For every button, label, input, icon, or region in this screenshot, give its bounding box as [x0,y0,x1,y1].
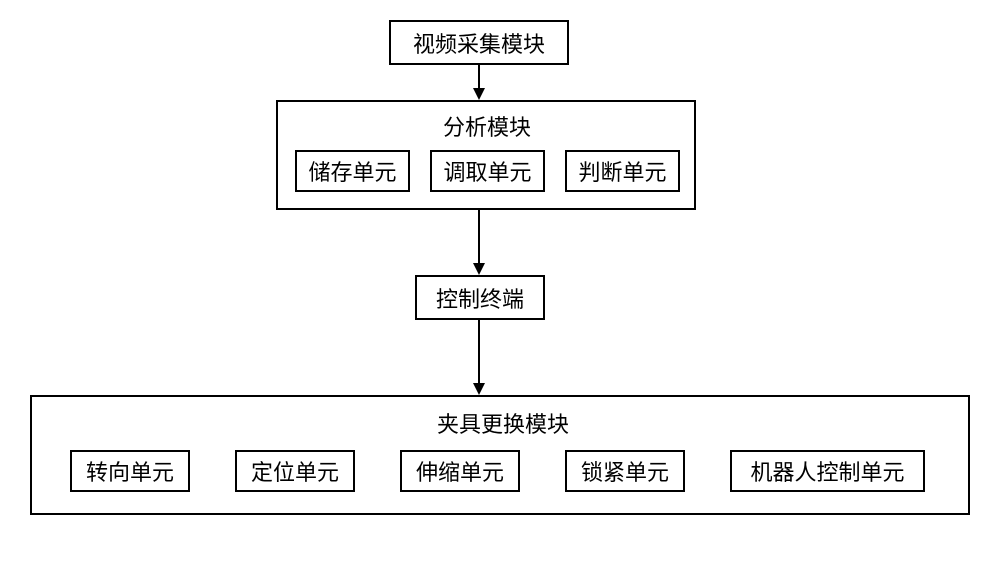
edge-2-head [473,263,485,275]
node-judge-label: 判断单元 [578,155,666,187]
edge-2-line [478,210,480,265]
node-locking-label: 锁紧单元 [581,455,669,487]
node-judge: 判断单元 [565,150,680,192]
node-analysis-label: 分析模块 [443,110,531,142]
edge-1-line [478,65,480,90]
node-positioning-label: 定位单元 [251,455,339,487]
edge-3-head [473,383,485,395]
node-telescopic: 伸缩单元 [400,450,520,492]
node-fixture-change-label: 夹具更换模块 [437,407,569,439]
node-storage-label: 储存单元 [308,155,396,187]
edge-3-line [478,320,480,385]
node-positioning: 定位单元 [235,450,355,492]
node-robot-control-label: 机器人控制单元 [750,455,904,487]
edge-1-head [473,88,485,100]
node-video-capture: 视频采集模块 [389,20,569,65]
node-control-terminal: 控制终端 [415,275,545,320]
node-telescopic-label: 伸缩单元 [416,455,504,487]
node-locking: 锁紧单元 [565,450,685,492]
node-retrieve: 调取单元 [430,150,545,192]
node-steering-label: 转向单元 [86,455,174,487]
node-robot-control: 机器人控制单元 [730,450,925,492]
node-steering: 转向单元 [70,450,190,492]
node-retrieve-label: 调取单元 [443,155,531,187]
node-control-terminal-label: 控制终端 [436,282,524,314]
node-video-capture-label: 视频采集模块 [413,27,545,59]
node-storage: 储存单元 [295,150,410,192]
